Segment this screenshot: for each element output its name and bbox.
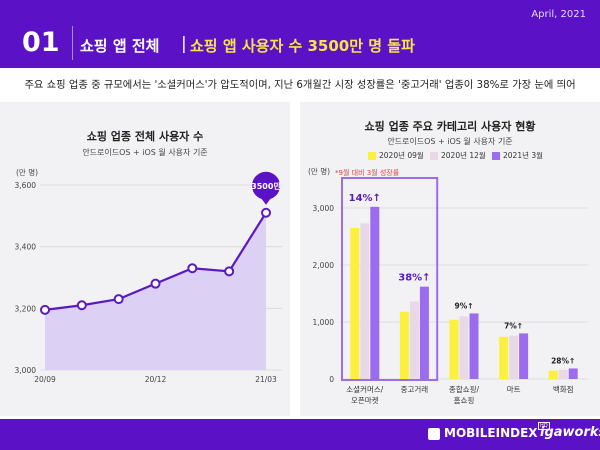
x-tick-label: 20/12	[145, 375, 167, 384]
bar	[558, 369, 568, 379]
header-bar	[0, 0, 600, 68]
igaworks-logo: igaworks	[540, 425, 600, 440]
bar	[419, 286, 429, 379]
data-point	[150, 278, 161, 289]
report-date: April, 2021	[531, 9, 586, 20]
bar	[568, 368, 578, 379]
chart-title: 쇼핑 업종 전체 사용자 수	[86, 130, 204, 143]
y-tick-label: 3,600	[15, 181, 37, 190]
footer-bar	[0, 419, 600, 450]
x-tick-label: 소셜커머스/	[346, 385, 383, 394]
mobileindex-hq-tag: HQ	[538, 422, 550, 430]
data-point	[187, 263, 198, 274]
legend-swatch	[492, 152, 500, 160]
headline: 쇼핑 앱 사용자 수 3500만 명 돌파	[190, 37, 415, 55]
chart-subtitle: 안드로이드OS + iOS 월 사용자 기준	[387, 137, 513, 146]
legend-item: 2020년 09월	[368, 150, 424, 161]
bar	[360, 223, 370, 379]
y-tick-label: 3,000	[313, 204, 335, 213]
highlight-box	[341, 177, 439, 381]
data-point	[224, 266, 235, 277]
legend-swatch	[368, 152, 376, 160]
bar	[499, 336, 509, 379]
bar	[399, 311, 409, 379]
bar	[370, 206, 380, 379]
section-number: 01	[22, 27, 60, 58]
data-point	[40, 304, 50, 315]
growth-note: *9월 대비 3월 성장률	[335, 169, 400, 177]
area-fill	[45, 212, 266, 370]
y-tick-label: 3,000	[15, 366, 37, 375]
bar	[469, 313, 479, 379]
header-divider	[72, 26, 73, 60]
x-tick-label: 오픈마켓	[351, 395, 379, 405]
x-tick-label: 20/09	[34, 375, 56, 384]
legend-label: 2020년 09월	[379, 151, 424, 160]
bar	[350, 227, 360, 379]
growth-label: 28%↑	[551, 356, 575, 365]
x-tick-label: 백화점	[553, 384, 574, 394]
bar	[509, 335, 519, 379]
legend-swatch	[430, 152, 438, 160]
x-tick-label: 마트	[507, 385, 521, 394]
y-tick-label: 3,400	[15, 243, 37, 252]
legend-item: 2021년 3월	[492, 150, 543, 161]
growth-label: 38%↑	[398, 273, 430, 284]
bar	[519, 333, 529, 379]
y-tick-label: 0	[329, 375, 334, 384]
x-tick-label: 21/03	[255, 375, 277, 384]
summary-text: 주요 쇼핑 업종 중 규모에서는 '소셜커머스'가 압도적이며, 지난 6개월간…	[24, 79, 576, 91]
section-title: 쇼핑 앱 전체	[80, 37, 160, 55]
x-tick-label: 중고거래	[401, 385, 429, 394]
callout-badge	[252, 171, 280, 200]
x-tick-label: 홈쇼핑	[454, 395, 475, 405]
callout-label: 3500만	[251, 181, 281, 191]
mobileindex-logo: MOBILEINDEX	[444, 426, 538, 440]
data-point	[76, 300, 87, 311]
x-tick-label: 종합쇼핑/	[449, 384, 480, 394]
growth-label: 7%↑	[504, 321, 523, 330]
bar	[548, 370, 558, 379]
bar	[449, 319, 459, 379]
bar	[459, 316, 469, 379]
bar	[409, 301, 419, 379]
legend-item: 2020년 12월	[430, 150, 486, 161]
growth-label: 14%↑	[349, 193, 381, 204]
data-point	[261, 207, 271, 218]
growth-label: 9%↑	[454, 301, 473, 310]
y-tick-label: 3,200	[15, 304, 37, 313]
legend-label: 2021년 3월	[503, 151, 544, 160]
mobileindex-logo-icon	[428, 428, 440, 440]
chart-title: 쇼핑 업종 주요 카테고리 사용자 현황	[364, 120, 536, 133]
y-axis-unit: (만 명)	[308, 166, 330, 176]
chart-subtitle: 안드로이드OS + iOS 월 사용자 기준	[82, 148, 208, 157]
y-tick-label: 2,000	[313, 261, 335, 270]
y-tick-label: 1,000	[313, 318, 335, 327]
legend-label: 2020년 12월	[441, 151, 486, 160]
y-axis-unit: (만 명)	[16, 167, 38, 177]
data-point	[113, 294, 124, 305]
title-separator: |	[181, 34, 187, 54]
